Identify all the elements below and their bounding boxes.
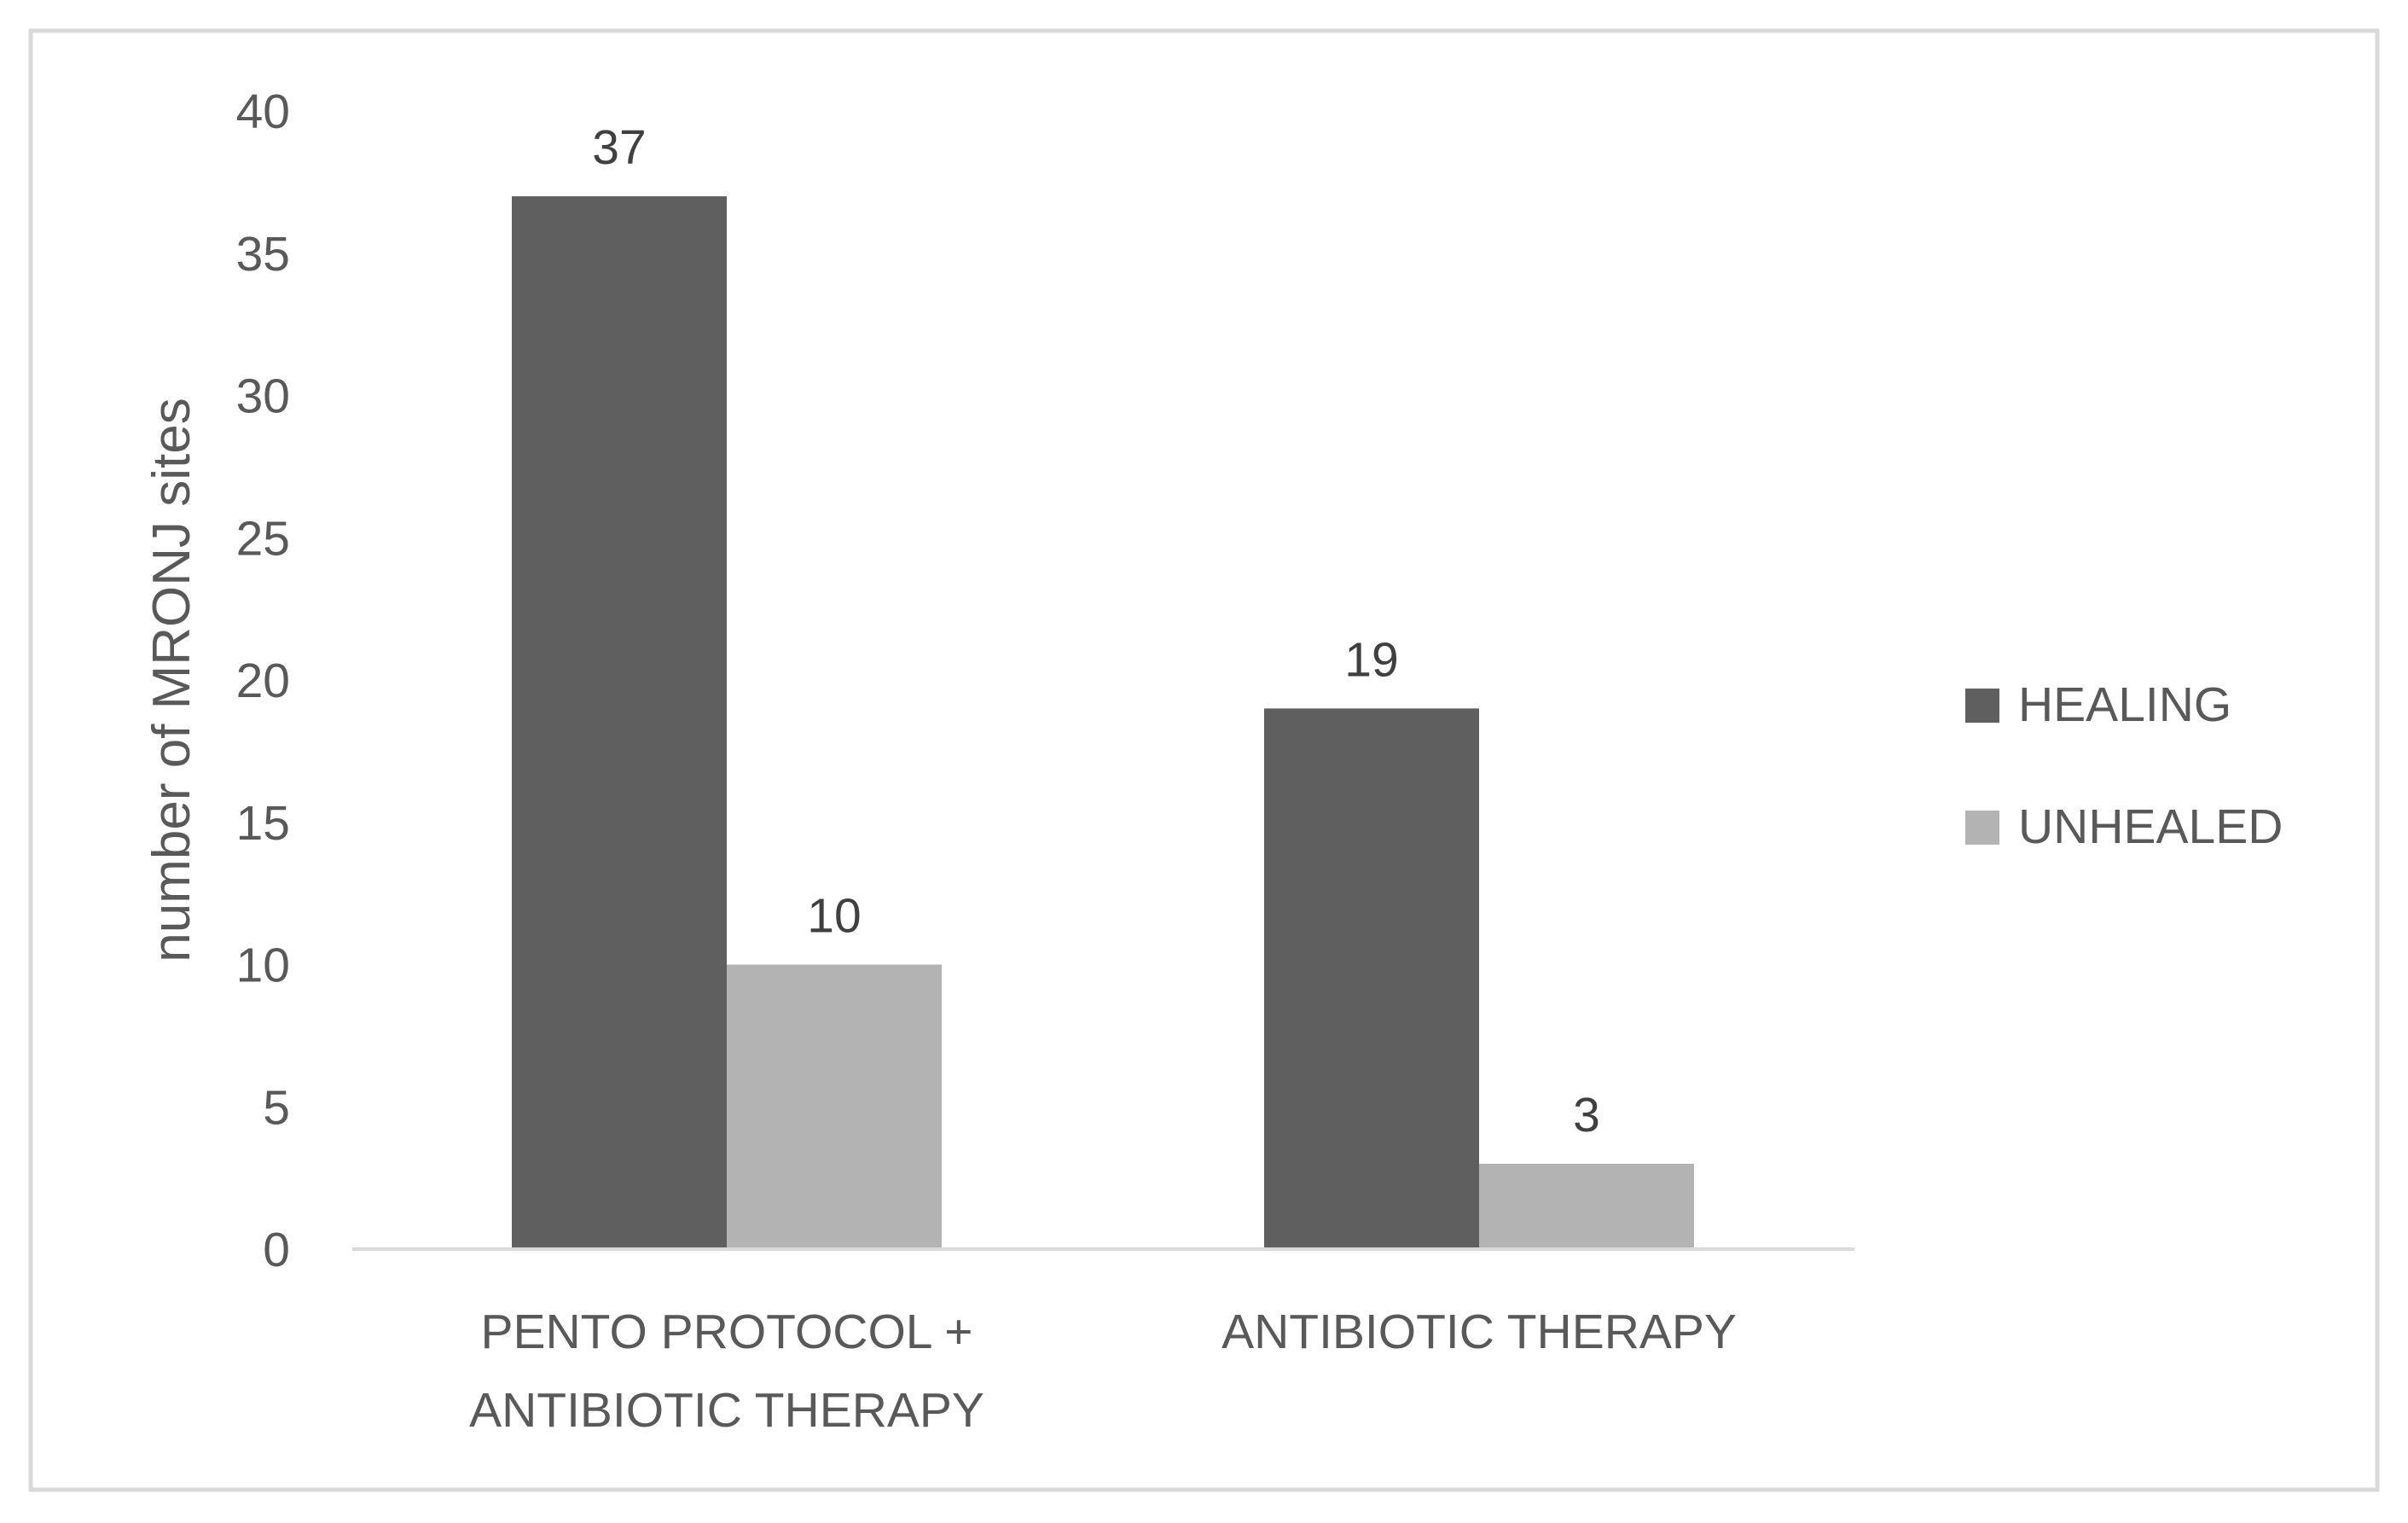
y-tick-label: 35 <box>236 227 290 282</box>
data-label: 3 <box>1573 1088 1600 1142</box>
data-label: 37 <box>592 120 646 175</box>
category-label: ANTIBIOTIC THERAPY <box>469 1383 984 1438</box>
legend-swatch-healing <box>1965 689 1999 723</box>
chart-frame <box>28 28 2380 1492</box>
data-labels: 37 19 10 3 <box>592 120 1600 1142</box>
bars <box>512 196 1694 1249</box>
data-label: 19 <box>1344 632 1398 687</box>
legend-swatch-unhealed <box>1965 811 1999 845</box>
category-label: PENTO PROTOCOL + <box>480 1305 972 1359</box>
y-tick-label: 30 <box>236 369 290 424</box>
bar-unhealed-2 <box>1479 1163 1694 1249</box>
y-axis-ticks: 0 5 10 15 20 25 30 35 40 <box>236 84 290 1277</box>
legend: HEALING UNHEALED <box>1965 677 2283 854</box>
y-tick-label: 15 <box>236 796 290 851</box>
y-axis-title: number of MRONJ sites <box>142 398 201 962</box>
bar-healing-1 <box>512 196 727 1249</box>
category-labels: PENTO PROTOCOL + ANTIBIOTIC THERAPY ANTIBI… <box>469 1305 1737 1438</box>
legend-label-healing: HEALING <box>2018 677 2231 732</box>
category-label: ANTIBIOTIC THERAPY <box>1221 1305 1737 1359</box>
y-tick-label: 5 <box>263 1080 290 1135</box>
y-tick-label: 25 <box>236 511 290 566</box>
bar-unhealed-1 <box>727 964 942 1249</box>
y-tick-label: 40 <box>236 84 290 139</box>
legend-label-unhealed: UNHEALED <box>2018 799 2283 854</box>
data-label: 10 <box>807 889 861 944</box>
y-tick-label: 10 <box>236 939 290 993</box>
y-tick-label: 0 <box>263 1223 290 1277</box>
bar-healing-2 <box>1264 708 1479 1249</box>
y-tick-label: 20 <box>236 654 290 708</box>
